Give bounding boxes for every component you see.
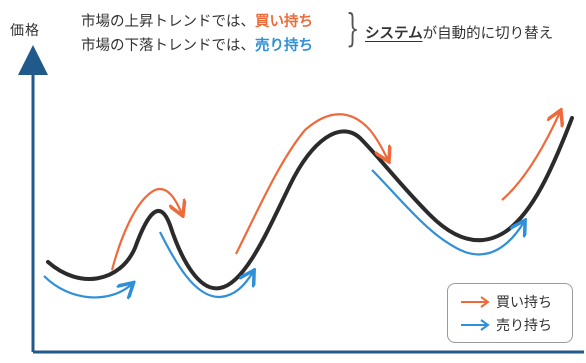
price-line — [46, 116, 574, 291]
orange-arrow-icon — [461, 296, 490, 308]
system-word: システム — [365, 26, 423, 42]
y-axis-label: 価格 — [10, 23, 40, 39]
uptrend-prefix: 市場の上昇トレンドでは、 — [81, 14, 255, 30]
legend-buy-label: 買い持ち — [496, 295, 552, 311]
uptrend-emphasis: 買い持ち — [255, 14, 313, 30]
buy-arrow-1 — [110, 187, 182, 271]
legend-buy: 買い持ち — [460, 292, 552, 312]
downtrend-condition: 市場の下落トレンドでは、売り持ち — [81, 34, 313, 55]
uptrend-condition: 市場の上昇トレンドでは、買い持ち — [81, 10, 313, 31]
blue-arrow-icon — [461, 319, 490, 331]
sell-arrow-2 — [159, 231, 253, 299]
right-brace: } — [346, 6, 360, 50]
downtrend-emphasis: 売り持ち — [255, 38, 313, 54]
buy-arrow-2 — [235, 113, 388, 255]
downtrend-prefix: 市場の下落トレンドでは、 — [81, 38, 255, 54]
system-note: システムが自動的に切り替え — [365, 22, 553, 43]
system-rest: が自動的に切り替え — [422, 26, 554, 42]
legend: 買い持ち 売り持ち — [447, 283, 573, 343]
legend-sell: 売り持ち — [460, 315, 552, 335]
legend-sell-label: 売り持ち — [496, 318, 552, 334]
buy-arrow-3 — [501, 112, 560, 201]
sell-arrow-1 — [43, 275, 132, 297]
sell-arrow-3 — [371, 169, 524, 256]
